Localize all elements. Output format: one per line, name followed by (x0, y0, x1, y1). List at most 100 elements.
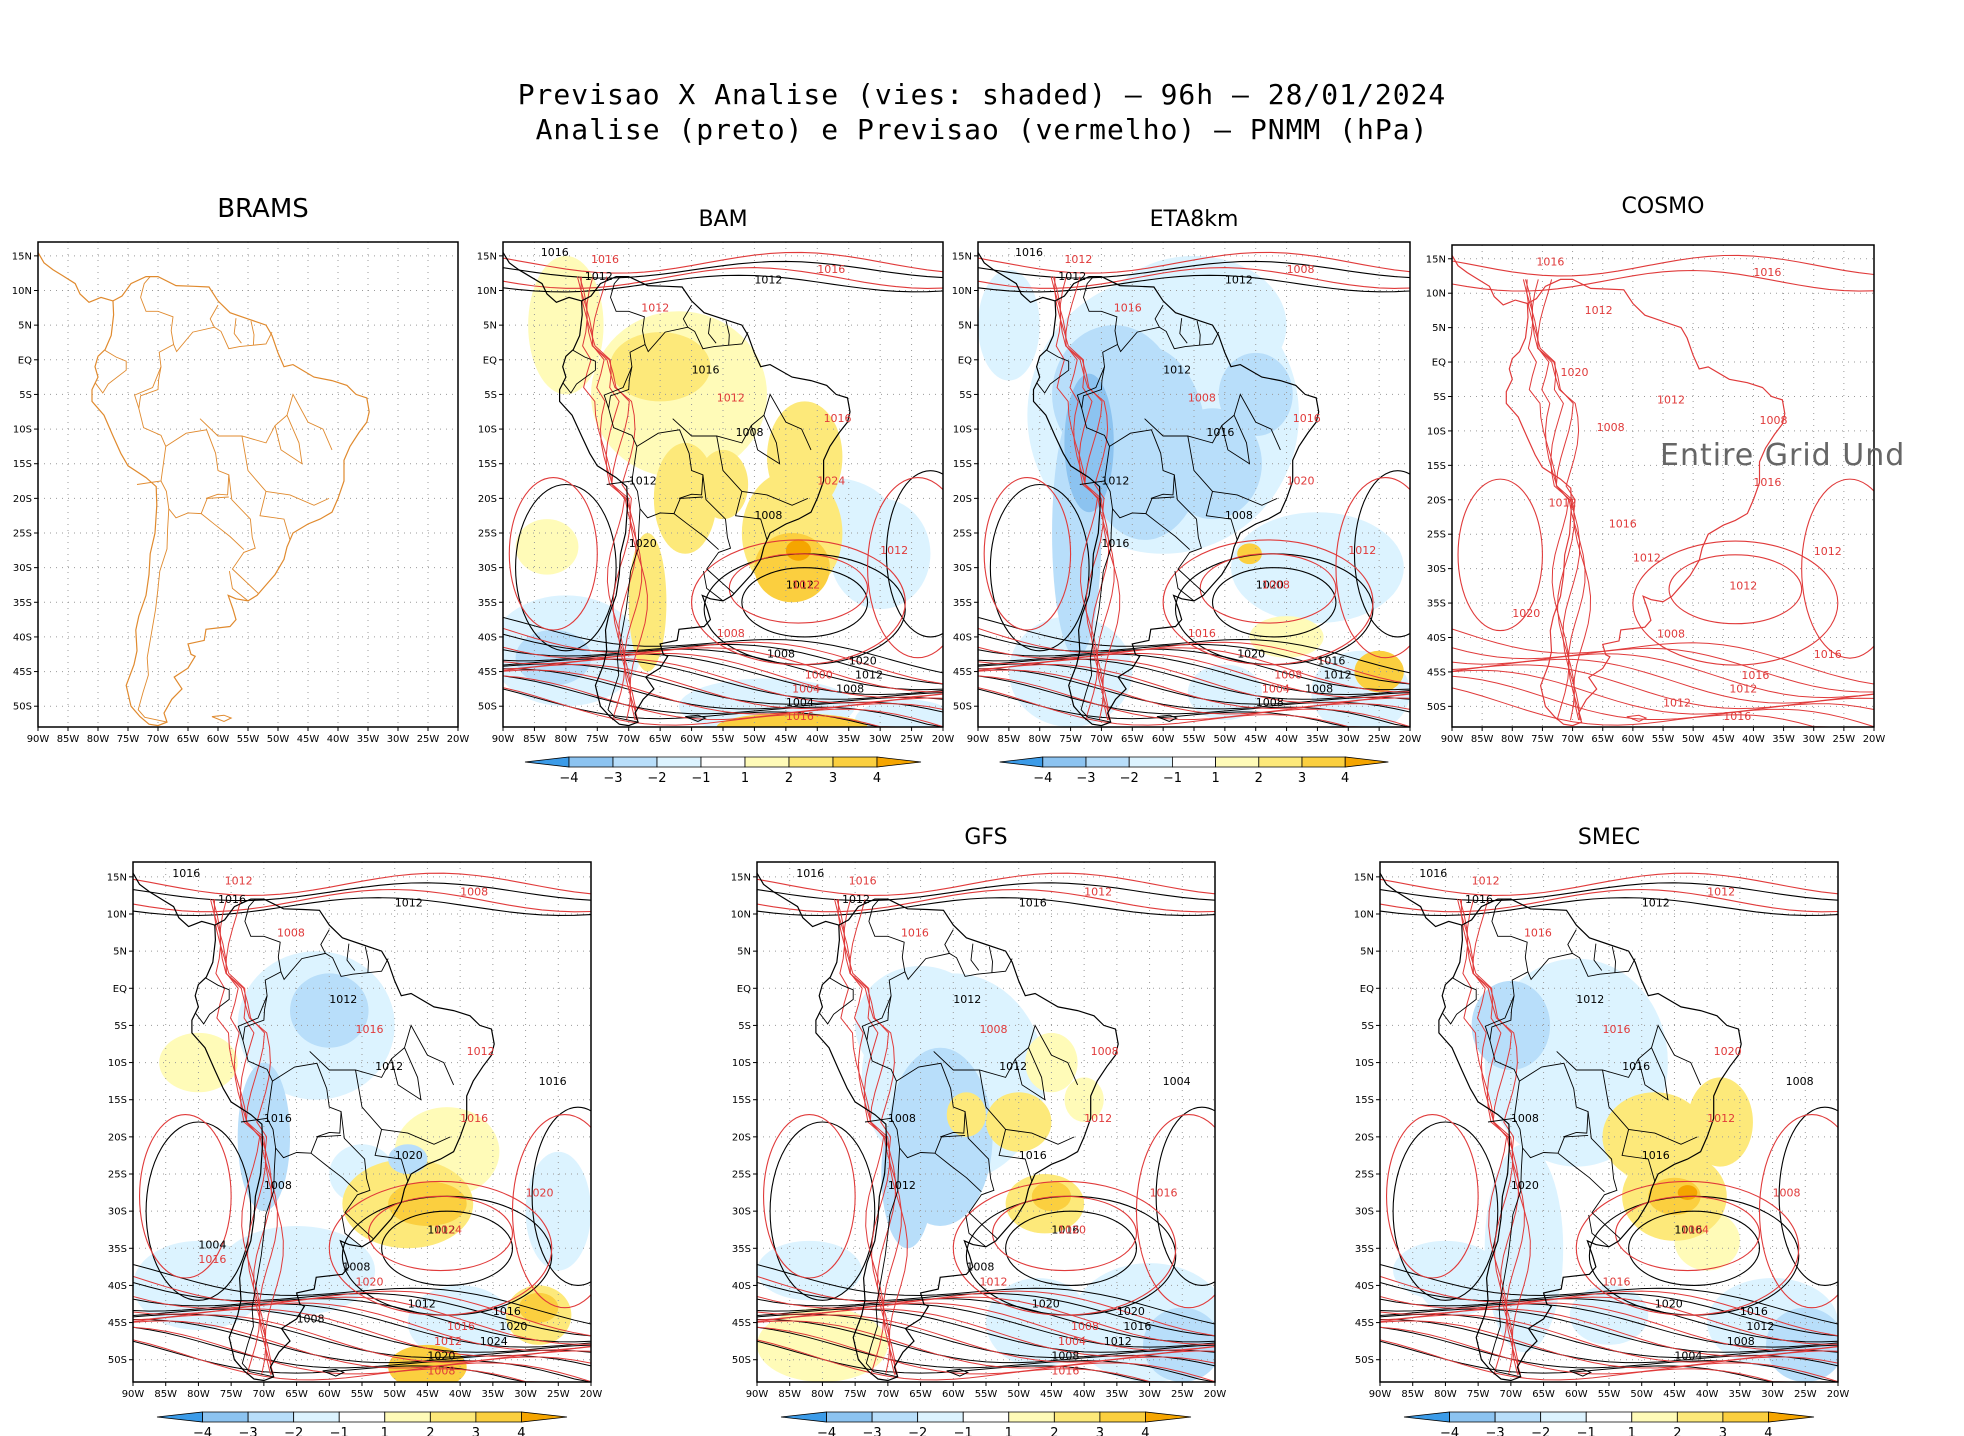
bias-shade-pos1 (757, 1307, 888, 1382)
country-border (200, 513, 245, 550)
forecast-isobar (978, 251, 1410, 274)
analysis-contour-label: 1012 (888, 1179, 916, 1192)
analysis-contour-label: 1016 (541, 246, 569, 259)
country-border (934, 1152, 982, 1193)
bias-shade-pos3 (388, 1181, 467, 1226)
forecast-contour-label: 1008 (1071, 1320, 1099, 1333)
lon-tick-label: 70W (253, 1389, 276, 1400)
analysis-high-contour (1211, 567, 1337, 638)
analysis-isobar (978, 260, 1410, 279)
lon-tick-label: 35W (1729, 1389, 1752, 1400)
forecast-contour (1758, 1114, 1838, 1309)
analysis-contour-label: 1012 (395, 897, 423, 910)
coastline-caribbean (1465, 841, 1530, 853)
country-border (672, 393, 812, 451)
country-border (1014, 1047, 1046, 1101)
analysis-contour-label: 1016 (796, 867, 824, 880)
country-border (266, 1118, 342, 1159)
country-border (309, 1024, 455, 1086)
country-border (1187, 435, 1278, 506)
analysis-contour-label: 1020 (427, 1350, 455, 1363)
forecast-high-contour (328, 1180, 553, 1316)
country-border (998, 1129, 1033, 1182)
lon-tick-label: 85W (523, 734, 546, 745)
analysis-isobar (503, 648, 943, 691)
country-border (890, 1118, 966, 1159)
lat-tick-label: 15S (13, 459, 32, 470)
forecast-contour-label: 1016 (1293, 412, 1321, 425)
lon-tick-label: 30W (1337, 734, 1360, 745)
lat-tick-label: 5N (958, 321, 972, 332)
analysis-contour-label: 1016 (692, 364, 720, 377)
country-border (610, 276, 646, 345)
lon-tick-label: 35W (357, 734, 380, 745)
lat-tick-label: 45S (108, 1318, 127, 1329)
forecast-contour-label: 1012 (434, 1335, 462, 1348)
panel-title-brams: BRAMS (217, 194, 309, 224)
lat-tick-label: 30S (13, 563, 32, 574)
forecast-contour-label: 1016 (1741, 669, 1769, 682)
country-border (346, 943, 356, 971)
lat-tick-label: EQ (18, 355, 32, 366)
forecast-high-contour (991, 1195, 1138, 1272)
lat-tick-label: 10N (731, 910, 751, 921)
lat-tick-label: 10S (732, 1058, 751, 1069)
coastline (559, 276, 851, 727)
analysis-contour-label: 1012 (1746, 1320, 1774, 1333)
lon-tick-label: 20W (932, 734, 955, 745)
analysis-isobar (757, 882, 1215, 902)
colorbar-tick-label: −1 (954, 1426, 973, 1436)
lon-tick-label: 70W (1500, 1389, 1523, 1400)
forecast-isobar (133, 872, 591, 896)
colorbar-segment (780, 1411, 827, 1423)
forecast-contour-label: 1016 (1602, 1023, 1630, 1036)
lat-tick-label: 5N (18, 321, 32, 332)
forecast-high-contour (1575, 1180, 1800, 1316)
colorbar-segment (1722, 1411, 1769, 1423)
lat-tick-label: EQ (1360, 984, 1374, 995)
coastline-caribbean (218, 841, 283, 853)
forecast-isobar (133, 1320, 591, 1369)
colorbar-tick-label: −4 (1033, 771, 1052, 786)
forecast-contour-label: 1008 (460, 885, 488, 898)
analysis-contour-label: 1020 (629, 537, 657, 550)
forecast-contour-label: 1008 (277, 926, 305, 939)
lat-tick-label: 5N (113, 947, 127, 958)
analysis-contour-label: 1016 (1019, 897, 1047, 910)
forecast-contour (1335, 477, 1410, 659)
country-border (1205, 491, 1238, 541)
forecast-isobar (978, 663, 1410, 710)
colorbar-segment (826, 1411, 873, 1423)
lon-tick-label: 70W (1090, 734, 1113, 745)
bias-shade-pos3 (1031, 1181, 1072, 1212)
coastline-falklands (1156, 714, 1178, 723)
lat-tick-label: 25S (108, 1170, 127, 1181)
forecast-isobar (757, 872, 1215, 896)
country-border (310, 1152, 358, 1193)
colorbar-tick-label: −3 (1076, 771, 1095, 786)
country-border (364, 946, 369, 973)
colorbar-tick-label: −1 (1163, 771, 1182, 786)
forecast-contour-label: 1016 (1814, 648, 1842, 661)
lat-tick-label: 5S (1433, 392, 1446, 403)
forecast-contour-label: 1016 (1051, 1365, 1079, 1378)
forecast-contour (762, 1114, 856, 1279)
analysis-contour-label: 1016 (1123, 1320, 1151, 1333)
lon-tick-label: 90W (1369, 1389, 1392, 1400)
country-border (678, 474, 704, 499)
country-border (1602, 1069, 1698, 1145)
lat-tick-label: 45S (13, 667, 32, 678)
forecast-andes-contour (219, 898, 278, 1375)
lat-tick-label: 10S (953, 425, 972, 436)
forecast-isobar (1380, 1314, 1838, 1363)
lat-tick-label: 10S (1427, 426, 1446, 437)
lon-tick-label: 30W (387, 734, 410, 745)
forecast-isobar (503, 675, 943, 727)
colorbar-tick-label: 2 (785, 771, 793, 786)
lat-tick-label: 30S (732, 1207, 751, 1218)
map-background (38, 242, 458, 727)
colorbar-segment (338, 1411, 386, 1423)
analysis-contour-label: 1012 (329, 993, 357, 1006)
analysis-contour-label: 1012 (1576, 993, 1604, 1006)
